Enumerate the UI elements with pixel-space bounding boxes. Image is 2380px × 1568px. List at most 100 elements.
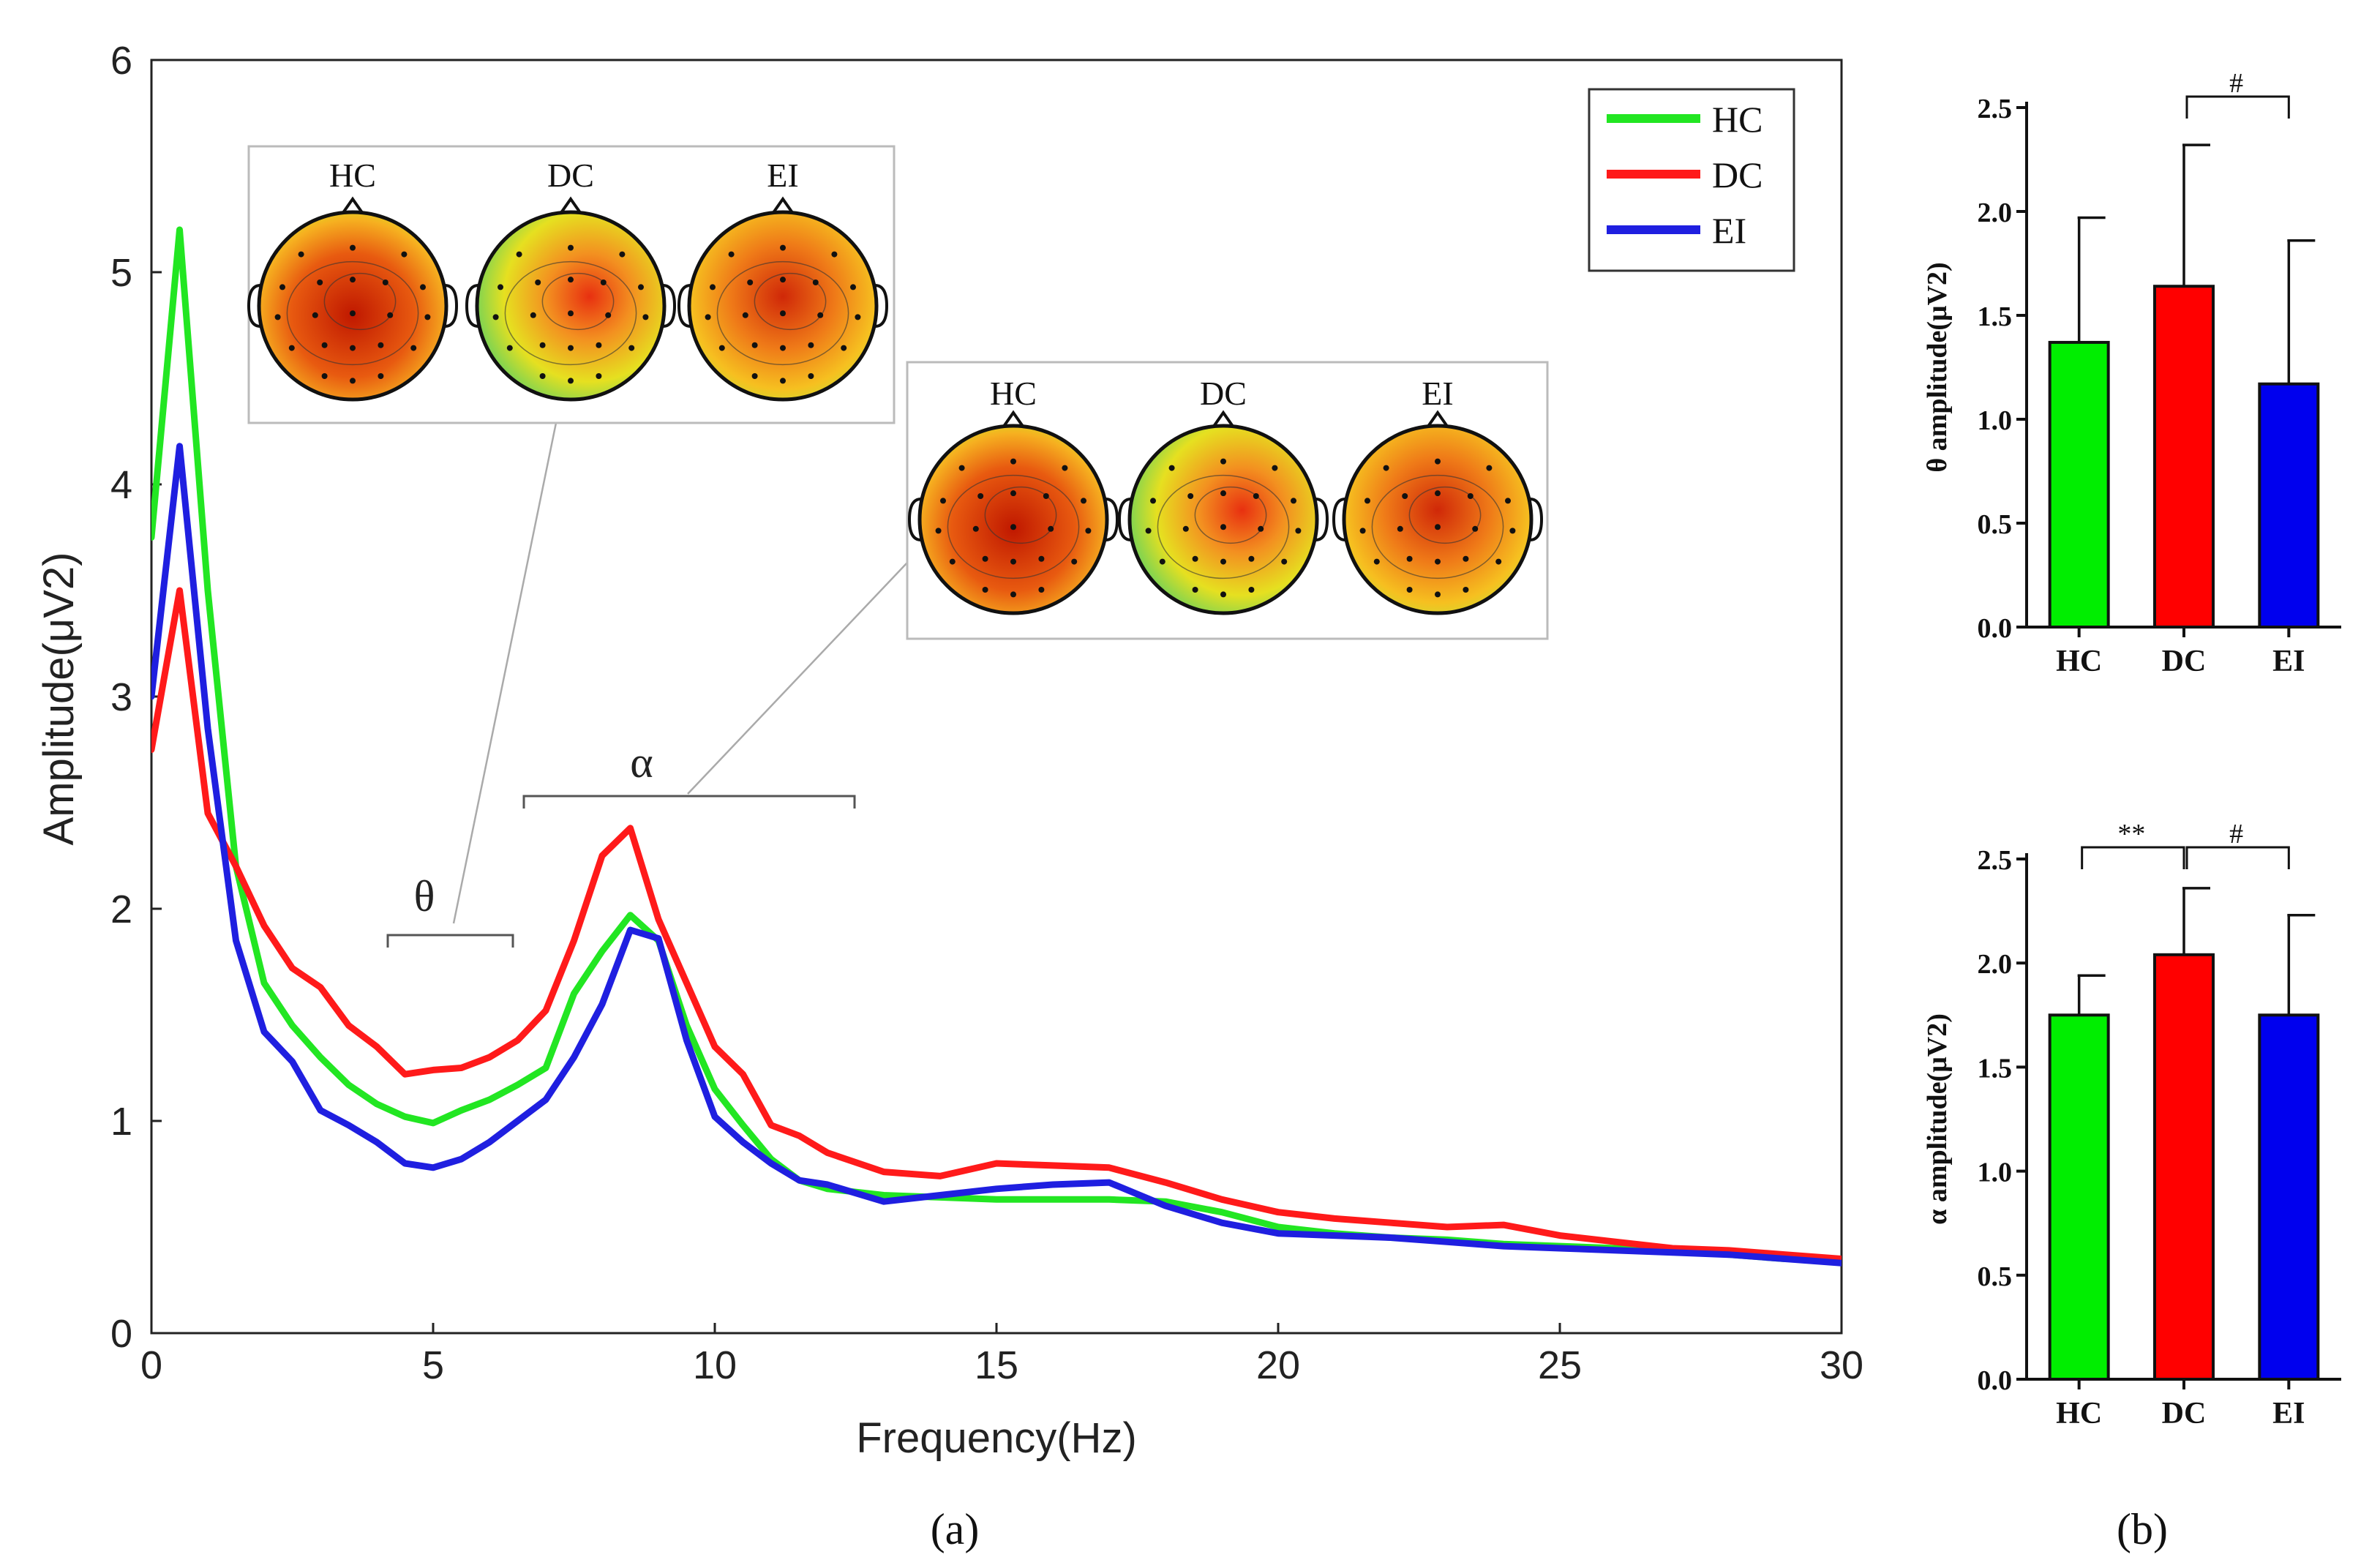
electrode-dot — [780, 244, 786, 251]
y-tick-label: 1.0 — [1978, 405, 2013, 436]
x-tick-label: 30 — [1820, 1343, 1863, 1387]
significance-label: ** — [2117, 819, 2145, 849]
electrode-dot — [982, 555, 988, 562]
right-ear — [662, 284, 677, 328]
electrode-dot — [1467, 493, 1474, 499]
contour-line — [1157, 474, 1290, 579]
contour-line — [947, 474, 1080, 579]
significance-bracket — [2185, 95, 2290, 119]
electrode-dot — [279, 284, 285, 290]
electrode-dot — [410, 345, 417, 351]
electrode-dot — [780, 310, 786, 317]
y-tick-label: 2.0 — [1978, 949, 2013, 980]
electrode-dot — [1010, 490, 1016, 497]
y-axis-label: θ amplitude(μV2) — [1922, 262, 1953, 472]
right-ear — [1315, 498, 1329, 541]
right-ear — [1529, 498, 1544, 541]
electrode-dot — [516, 251, 522, 258]
x-tick-label: 10 — [693, 1343, 737, 1387]
electrode-dot — [387, 312, 394, 318]
electrode-dot — [535, 280, 541, 285]
topomap-hc-alpha — [907, 410, 1119, 615]
y-tick-label: 0.5 — [1978, 1261, 2013, 1292]
electrode-dot — [1472, 525, 1479, 532]
electrode-dot — [350, 378, 356, 384]
x-tick-label: EI — [2272, 645, 2305, 678]
x-tick-label: 5 — [422, 1343, 444, 1387]
theta-bracket: θ — [386, 422, 558, 948]
electrode-dot — [539, 342, 546, 348]
legend-label-ei: EI — [1712, 210, 1746, 251]
electrode-dot — [1406, 587, 1413, 593]
tick-labels-a: 0 5 10 15 20 25 30 0 1 2 3 4 5 6 — [110, 39, 1863, 1387]
electrode-dot — [1038, 587, 1045, 593]
y-tick-label: 2.0 — [1978, 198, 2013, 228]
electrode-dot — [1248, 555, 1255, 562]
y-axis-label: α amplitude(μV2) — [1922, 1013, 1953, 1225]
electrode-dot — [1010, 591, 1016, 598]
electrode-dot — [1463, 587, 1469, 593]
electrode-dot — [812, 280, 819, 285]
electrode-dot — [1272, 465, 1278, 471]
left-ear — [677, 284, 691, 328]
contour-line — [1408, 486, 1482, 544]
electrode-dot — [1281, 558, 1288, 565]
electrode-dot — [751, 373, 758, 379]
bar-ei — [2258, 1013, 2320, 1381]
electrode-dot — [1010, 458, 1016, 465]
electrode-dot — [1038, 555, 1045, 562]
significance-label: # — [2229, 819, 2243, 849]
electrode-dot — [530, 312, 536, 318]
electrode-dot — [424, 314, 431, 320]
nose — [559, 196, 582, 215]
electrode-dot — [350, 310, 356, 317]
x-tick-label: EI — [2272, 1397, 2305, 1430]
x-tick-label: HC — [2056, 645, 2102, 678]
electrode-dot — [718, 345, 725, 351]
legend: HC DC EI — [1588, 88, 1795, 272]
electrode-dot — [1435, 591, 1441, 598]
x-axis-label: Frequency(Hz) — [856, 1414, 1137, 1462]
significance-label: # — [2229, 68, 2243, 99]
nose — [1002, 410, 1025, 429]
contour-line — [984, 486, 1057, 544]
electrode-dot — [855, 314, 861, 320]
contour-line — [1371, 474, 1504, 579]
electrode-dot — [1145, 528, 1152, 534]
electrode-dot — [1192, 555, 1198, 562]
electrode-dot — [780, 378, 786, 384]
electrode-dot — [321, 342, 328, 348]
left-ear — [907, 498, 922, 541]
electrode-dot — [831, 251, 838, 258]
scalp — [475, 210, 667, 402]
bar-dc — [2153, 285, 2215, 629]
y-tick-label: 0.5 — [1978, 509, 2013, 540]
nose — [1426, 410, 1449, 429]
legend-label-dc: DC — [1712, 154, 1763, 195]
electrode-dot — [350, 345, 356, 351]
electrode-dot — [1085, 528, 1092, 534]
electrode-dot — [506, 345, 513, 351]
electrode-dot — [940, 498, 946, 504]
electrode-dot — [350, 244, 356, 251]
electrode-dot — [1253, 493, 1259, 499]
inset-label-dc: DC — [1200, 375, 1247, 412]
electrode-dot — [1220, 524, 1226, 530]
y-tick-label: 3 — [110, 675, 132, 719]
electrode-dot — [1062, 465, 1068, 471]
electrode-dot — [1406, 555, 1413, 562]
electrode-dot — [350, 277, 356, 283]
y-tick-label: 1.5 — [1978, 301, 2013, 332]
right-ear — [874, 284, 889, 328]
x-tick-label: DC — [2162, 1397, 2207, 1430]
electrode-dot — [1291, 498, 1296, 504]
y-tick-label: 0.0 — [1978, 1365, 2013, 1396]
electrode-dot — [1295, 528, 1302, 534]
electrode-dot — [808, 373, 814, 379]
x-tick-label: HC — [2056, 1397, 2102, 1430]
electrode-dot — [1359, 528, 1366, 534]
right-ear — [444, 284, 459, 328]
electrode-dot — [1435, 558, 1441, 565]
significance-bracket — [2185, 846, 2290, 869]
electrode-dot — [972, 525, 979, 532]
